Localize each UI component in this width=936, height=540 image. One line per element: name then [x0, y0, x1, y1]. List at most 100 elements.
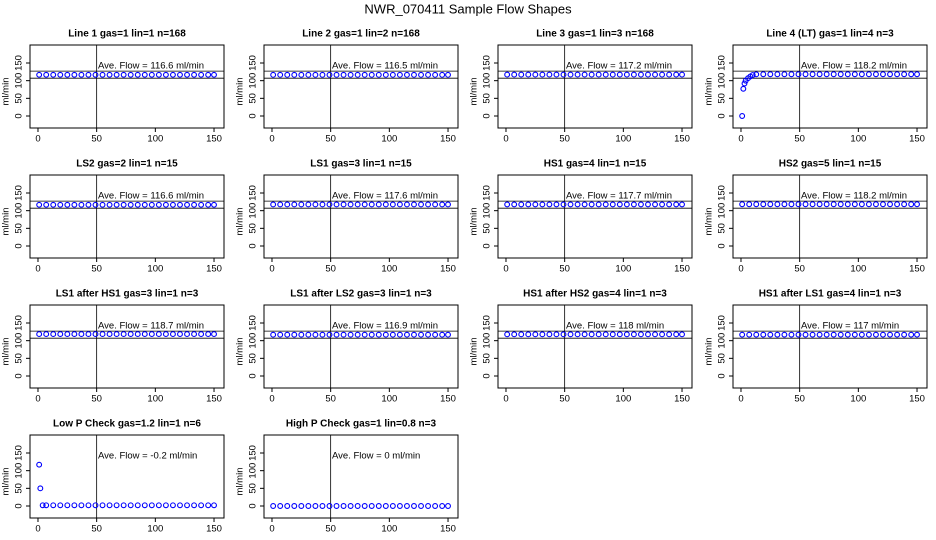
point — [333, 331, 340, 338]
plot-frame — [497, 44, 693, 129]
point — [71, 201, 78, 208]
point — [802, 331, 809, 338]
point — [679, 201, 685, 208]
point — [795, 71, 802, 78]
point — [802, 201, 809, 208]
point — [277, 201, 284, 208]
point — [211, 201, 217, 208]
point — [809, 201, 816, 208]
point — [760, 201, 767, 208]
point — [560, 71, 567, 78]
y-tick-label: 50 — [248, 483, 259, 494]
point — [616, 201, 623, 208]
y-tick-label: 150 — [14, 445, 25, 461]
point — [205, 71, 212, 78]
point — [439, 331, 446, 338]
point — [767, 201, 774, 208]
point — [844, 331, 851, 338]
point — [837, 331, 844, 338]
point — [567, 71, 574, 78]
x-tick-label: 100 — [147, 524, 163, 535]
point — [205, 502, 212, 509]
point — [64, 331, 71, 338]
point — [616, 71, 623, 78]
point — [844, 201, 851, 208]
y-tick-label: 0 — [248, 373, 259, 378]
point — [43, 71, 50, 78]
x-tick-label: 0 — [738, 264, 743, 275]
plot-frame — [29, 304, 225, 389]
y-tick-label: 100 — [482, 73, 493, 89]
point — [340, 503, 347, 509]
point — [880, 71, 886, 78]
y-tick-label: 100 — [717, 333, 728, 349]
plot-frame — [29, 44, 225, 129]
point — [162, 201, 169, 208]
point — [525, 201, 532, 208]
point — [445, 503, 451, 509]
y-tick-label: 0 — [482, 243, 493, 248]
y-tick-label: 150 — [482, 315, 493, 331]
point — [673, 201, 680, 208]
x-tick-label: 150 — [206, 394, 222, 405]
y-axis-label: ml/min — [469, 208, 480, 236]
point — [609, 331, 616, 338]
point — [872, 331, 879, 338]
x-tick-label: 100 — [147, 134, 163, 145]
point — [432, 503, 439, 509]
point — [319, 201, 326, 208]
y-tick-label: 0 — [14, 243, 25, 248]
point — [291, 503, 298, 509]
point — [914, 201, 920, 208]
point — [312, 201, 319, 208]
point — [418, 331, 424, 338]
panel: HS1 after HS2 gas=4 lin=1 n=3 ml/min 0 50 10… — [469, 289, 693, 405]
x-tick-label: 150 — [206, 524, 222, 535]
point — [50, 201, 57, 208]
point — [567, 201, 574, 208]
point — [305, 201, 312, 208]
point — [333, 503, 340, 509]
point — [99, 331, 106, 338]
point — [880, 201, 886, 208]
y-tick-label: 150 — [14, 315, 25, 331]
point — [169, 331, 176, 338]
point — [581, 331, 588, 338]
point — [865, 71, 872, 78]
point — [270, 503, 277, 509]
y-tick-label: 0 — [14, 373, 25, 378]
point — [887, 71, 893, 78]
y-tick-label: 50 — [482, 223, 493, 234]
point — [914, 71, 920, 78]
y-tick-label: 100 — [248, 73, 259, 89]
point — [679, 331, 685, 338]
point — [36, 461, 43, 468]
x-tick-label: 50 — [91, 524, 102, 535]
point — [347, 503, 354, 509]
point — [340, 331, 347, 338]
x-tick-label: 0 — [269, 134, 274, 145]
point — [347, 71, 354, 78]
point — [148, 201, 155, 208]
point — [809, 71, 816, 78]
x-tick-label: 150 — [674, 134, 690, 145]
x-tick-label: 50 — [325, 134, 336, 145]
point — [389, 331, 396, 338]
point — [120, 201, 127, 208]
point — [901, 331, 908, 338]
point — [36, 331, 43, 338]
point — [198, 201, 205, 208]
point — [539, 71, 546, 78]
point — [403, 201, 410, 208]
point — [113, 71, 120, 78]
point — [211, 331, 217, 338]
point — [567, 331, 574, 338]
point — [298, 503, 305, 509]
point — [127, 502, 134, 509]
point — [43, 502, 50, 509]
point — [830, 331, 837, 338]
point — [511, 201, 518, 208]
x-tick-label: 0 — [503, 394, 508, 405]
point — [518, 331, 525, 338]
